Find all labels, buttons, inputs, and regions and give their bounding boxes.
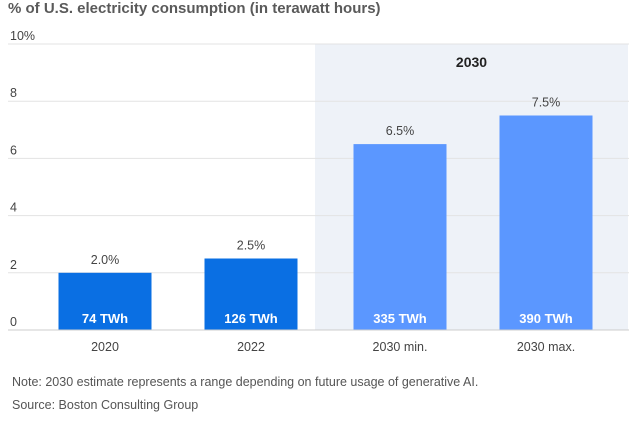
y-tick-label: 8 <box>10 86 17 100</box>
bar-value-label: 6.5% <box>386 124 415 138</box>
bar-chart: 2030 0 2 4 6 8 10% 2.0% 74 TWh 2020 2.5% 126 TWh 202… <box>8 29 629 354</box>
chart-note: Note: 2030 estimate represents a range d… <box>12 375 479 389</box>
bar-inner-label: 390 TWh <box>519 311 573 326</box>
bar <box>58 272 152 330</box>
bar <box>353 144 447 330</box>
bar-inner-label: 126 TWh <box>224 311 278 326</box>
chart-source: Source: Boston Consulting Group <box>12 398 199 412</box>
y-tick-label: 0 <box>10 315 17 329</box>
x-tick-label: 2022 <box>237 340 265 354</box>
highlight-label: 2030 <box>456 54 487 70</box>
bar <box>204 258 298 330</box>
bar-value-label: 2.5% <box>237 239 266 253</box>
bar-inner-label: 335 TWh <box>373 311 427 326</box>
chart-title: % of U.S. electricity consumption (in te… <box>8 0 381 17</box>
bar-value-label: 2.0% <box>91 253 120 267</box>
y-tick-label: 6 <box>10 143 17 157</box>
x-tick-label: 2020 <box>91 340 119 354</box>
bar <box>499 115 593 330</box>
y-tick-label: 2 <box>10 258 17 272</box>
bar-value-label: 7.5% <box>532 96 561 110</box>
y-tick-label: 4 <box>10 201 17 215</box>
x-tick-label: 2030 min. <box>373 340 428 354</box>
x-tick-label: 2030 max. <box>517 340 575 354</box>
y-tick-label: 10% <box>10 29 35 43</box>
bar-inner-label: 74 TWh <box>82 311 128 326</box>
